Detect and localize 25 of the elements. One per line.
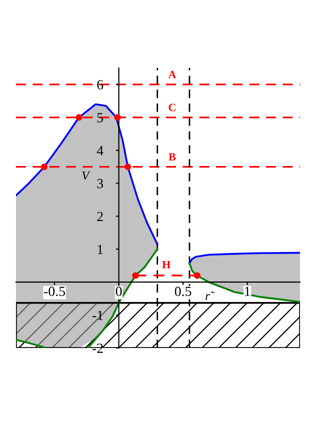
x-tick-label: -0.5 (44, 286, 66, 296)
point (114, 114, 121, 121)
y-tick-label: -1 (92, 310, 103, 320)
line-series (16, 103, 158, 246)
y-tick-label: 3 (97, 178, 103, 188)
point (124, 164, 132, 170)
ref-line-label: A (168, 70, 176, 78)
x-tick-label: 1 (245, 286, 250, 296)
ref-line-label: C (168, 104, 176, 112)
point (194, 272, 200, 279)
y-axis-title: V (82, 172, 90, 180)
y-tick-label: 5 (97, 113, 103, 122)
series-label: H (162, 260, 170, 268)
x-tick-label: 0 (116, 286, 122, 296)
y-tick-label: 6 (97, 80, 104, 90)
point (132, 272, 139, 279)
point (40, 164, 48, 170)
point (76, 114, 82, 121)
y-tick-label: 1 (98, 244, 103, 254)
y-tick-label: 2 (97, 212, 103, 222)
x-axis-title: r̃ (206, 292, 215, 300)
ref-line-label: B (168, 153, 176, 161)
line-series (188, 252, 300, 264)
x-tick-label: 0.5 (174, 286, 192, 296)
y-tick-label: 4 (96, 146, 104, 156)
